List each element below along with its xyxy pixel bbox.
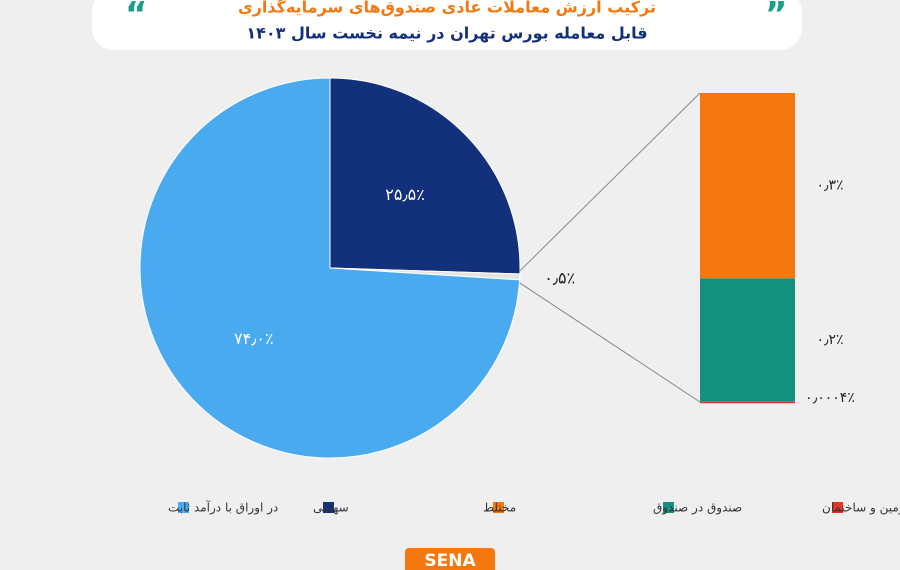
subtitle: قابل معامله بورس تهران در نیمه نخست سال … (246, 24, 647, 43)
segment-label: ۰٫۳٪ (816, 178, 843, 194)
bar-segment (700, 278, 795, 402)
pie-slice (139, 77, 521, 459)
legend-swatch (663, 502, 674, 513)
logo-box (405, 548, 495, 570)
legend-swatch (323, 502, 334, 513)
segment-label: ۰٫۲٪ (816, 332, 843, 348)
segment-label: ۰٫۰۰۰۴٪ (805, 390, 855, 406)
legend-label: در اوراق با درآمد ثابت (168, 500, 278, 516)
slice-label: ۰٫۵٪ (544, 268, 575, 287)
quote-mark: ” (765, 0, 787, 35)
legend-label: صندوق در صندوق (653, 501, 742, 516)
bar-segment (700, 93, 795, 279)
connector (519, 92, 701, 272)
slice-label: ۲۵٫۵٪ (385, 185, 425, 204)
logo: SENA (424, 551, 476, 570)
title: ترکیب ارزش معاملات عادی صندوق‌های سرمایه… (238, 0, 656, 17)
connector (519, 282, 701, 403)
legend-label: مختلط (483, 501, 516, 515)
legend-swatch (493, 502, 504, 513)
legend-swatch (178, 502, 189, 513)
legend-swatch (832, 502, 843, 513)
bar-segment (700, 401, 795, 404)
title-panel (92, 0, 802, 50)
slice-label: ۷۴٫۰٪ (234, 329, 274, 348)
quote-mark: “ (125, 0, 147, 35)
legend-label: زمین و ساختمان (822, 501, 900, 516)
legend-label: سهامی (313, 501, 349, 515)
pie-slice (329, 77, 521, 275)
